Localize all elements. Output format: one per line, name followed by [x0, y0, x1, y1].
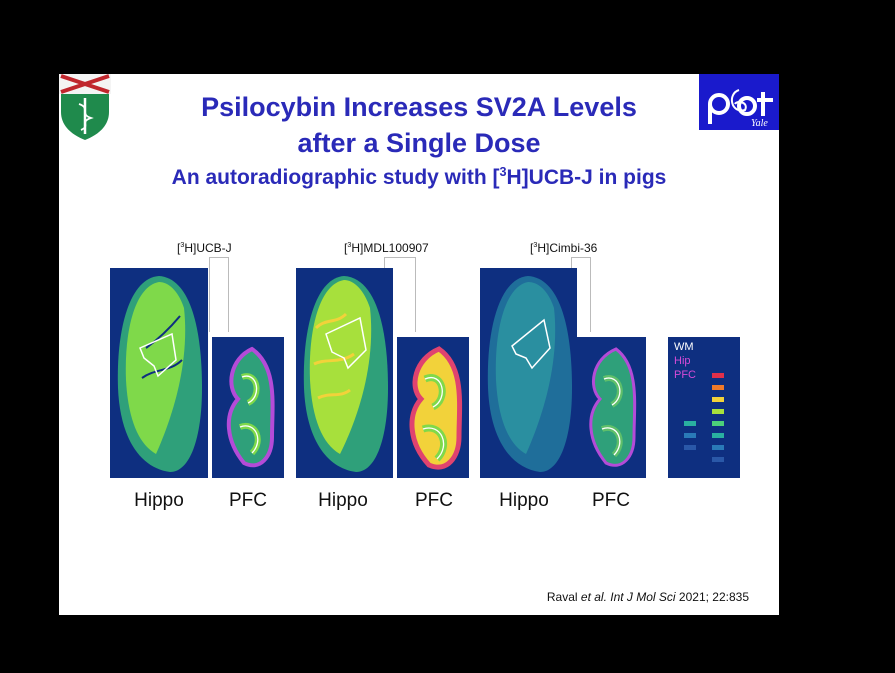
caption-hippo-2: Hippo [318, 490, 368, 511]
radioactivity-standards-strip: WM Hip PFC [668, 337, 740, 478]
tracer-label-cimbi36: [3H]Cimbi-36 [530, 240, 598, 255]
standard-label-hip: Hip [674, 355, 691, 367]
caption-pfc-1: PFC [229, 490, 267, 511]
slide-title-line-2: after a Single Dose [297, 128, 541, 158]
autoradiograph-pfc-ucbj [212, 337, 284, 478]
caption-pfc-2: PFC [415, 490, 453, 511]
caption-pfc-3: PFC [592, 490, 630, 511]
slide: Yale Psilocybin Increases SV2A Levels af… [59, 74, 779, 615]
yale-medicine-shield-logo [59, 74, 111, 140]
autoradiograph-hippo-ucbj [110, 268, 208, 478]
tracer-label-ucbj: [3H]UCB-J [177, 240, 232, 255]
autoradiograph-pfc-cimbi36 [574, 337, 646, 478]
slide-subtitle: An autoradiographic study with [3H]UCB-J… [171, 165, 667, 189]
tracer-bracket-1 [209, 257, 229, 332]
autoradiograph-pfc-mdl100907 [397, 337, 469, 478]
pet-yale-logo: Yale [699, 74, 779, 130]
standard-label-wm: WM [674, 341, 694, 353]
caption-hippo-1: Hippo [134, 490, 184, 511]
tracer-label-mdl100907: [3H]MDL100907 [344, 240, 429, 255]
standard-label-pfc: PFC [674, 369, 696, 381]
autoradiograph-hippo-cimbi36 [480, 268, 577, 478]
slide-title-line-1: Psilocybin Increases SV2A Levels [201, 92, 637, 122]
autoradiograph-hippo-mdl100907 [296, 268, 393, 478]
caption-hippo-3: Hippo [499, 490, 549, 511]
citation: Raval et al. Int J Mol Sci 2021; 22:835 [546, 590, 749, 604]
svg-text:Yale: Yale [751, 118, 768, 129]
